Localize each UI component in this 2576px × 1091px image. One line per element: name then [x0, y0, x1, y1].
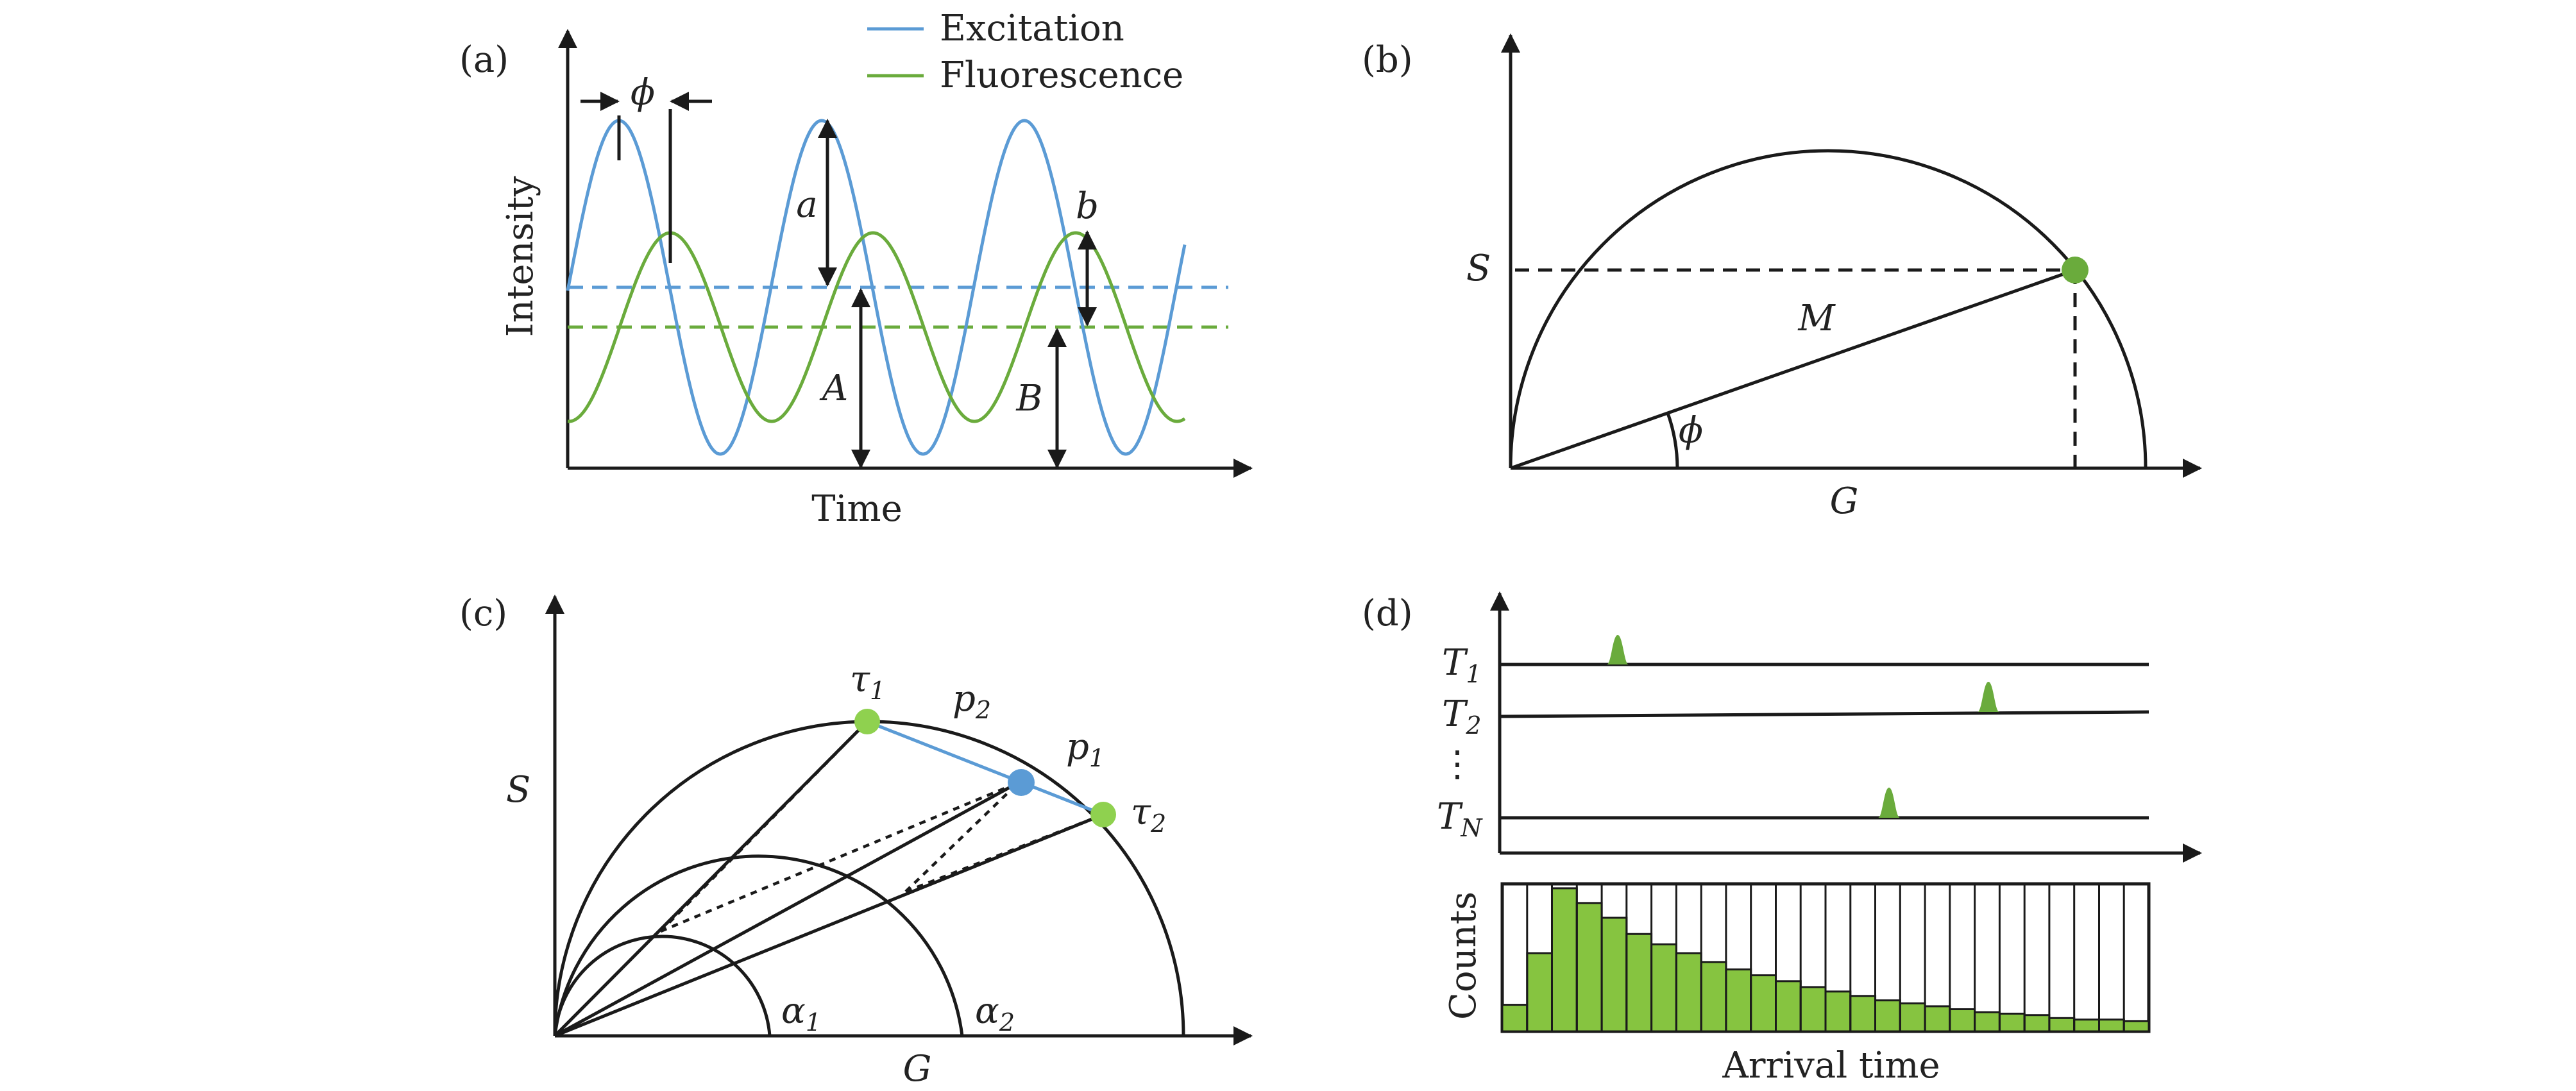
row-t2-line: [1500, 710, 2149, 718]
histogram-bar: [2048, 1017, 2076, 1033]
panel-a: (a) Excitation Fluorescence Time Intensi…: [459, 8, 1253, 530]
mean-B-label: B: [1015, 378, 1042, 419]
panel-a-tag: (a): [459, 39, 509, 81]
histogram-bar: [1675, 952, 1702, 1033]
tau2-label: τ2: [1131, 791, 1166, 838]
phasor-point: [2062, 257, 2089, 283]
panel-c-tag: (c): [459, 593, 507, 634]
row-label-t2: T2: [1442, 693, 1482, 740]
panel-c-y-label: S: [506, 769, 530, 811]
histogram-bars: [1501, 884, 2150, 1033]
histogram-bar: [1501, 1004, 1529, 1033]
histogram-bar: [1849, 995, 1877, 1033]
histogram-bar: [1551, 887, 1578, 1033]
row-label-tn: TN: [1437, 796, 1483, 842]
photon-pulse-tn: [1878, 788, 1900, 818]
histogram-bar: [2123, 1020, 2150, 1033]
histogram-bar: [1526, 952, 1554, 1033]
panel-b-tag: (b): [1362, 39, 1413, 81]
ray-mixture: [554, 781, 1020, 1038]
histogram-bar: [1949, 1008, 1976, 1033]
phase-angle-arc: [1666, 412, 1679, 469]
modulation-label: M: [1797, 298, 1836, 339]
row-label-ellipsis: ⋮: [1439, 743, 1475, 785]
photon-pulse-t1: [1607, 635, 1629, 664]
semicircle-alpha2: [553, 854, 964, 1036]
histogram-bar: [2098, 1019, 2125, 1033]
histogram-bar: [1924, 1005, 1951, 1033]
histogram-bar: [1625, 933, 1653, 1033]
panel-b: (b) M ϕ S G: [1362, 33, 2202, 522]
panel-a-y-label: Intensity: [500, 176, 541, 337]
legend-excitation-label: Excitation: [940, 8, 1124, 49]
histogram-bar: [1799, 986, 1827, 1033]
universal-semicircle: [1509, 149, 2148, 469]
p1-label: p1: [1066, 726, 1105, 772]
semicircle-alpha1: [553, 935, 772, 1036]
panel-c-x-label: G: [903, 1048, 932, 1090]
histogram-bar: [1575, 902, 1603, 1033]
phase-label: ϕ: [631, 72, 655, 114]
histogram-y-label: Counts: [1443, 892, 1484, 1020]
legend-fluorescence-label: Fluorescence: [940, 55, 1183, 96]
mixture-point: [1008, 769, 1035, 796]
histogram-bar: [1750, 974, 1777, 1033]
histogram-bar: [1700, 961, 1727, 1033]
histogram-bar: [1775, 980, 1802, 1033]
panel-d-tag: (d): [1362, 593, 1413, 634]
panel-c: (c) τ1 p2 p1 τ2 α1 α2 S G: [459, 593, 1253, 1090]
p2-label: p2: [953, 678, 991, 724]
dash-alpha2-tau2: [905, 813, 1104, 893]
histogram-bar: [1874, 999, 1901, 1033]
panel-b-y-label: S: [1466, 248, 1491, 289]
alpha1-label: α1: [781, 990, 821, 1036]
panel-d: (d) T1 T2 ⋮ TN Counts Arrival time: [1362, 591, 2202, 1087]
histogram-bar: [1824, 990, 1852, 1033]
amplitude-b-label: b: [1076, 185, 1099, 227]
histogram-bar: [1600, 917, 1628, 1033]
dash-alpha2-mixture: [904, 781, 1020, 893]
ray-tau1: [554, 720, 869, 1037]
alpha2-label: α2: [975, 990, 1015, 1036]
histogram-bar: [1974, 1011, 2001, 1033]
component-segment: [867, 720, 1104, 816]
panel-b-x-label: G: [1830, 480, 1859, 522]
photon-pulse-t2: [1978, 682, 1999, 712]
dash-alpha1-tau1: [659, 720, 869, 933]
tau1-point: [854, 709, 880, 734]
mean-A-label: A: [819, 368, 848, 409]
histogram-x-label: Arrival time: [1722, 1045, 1940, 1087]
histogram-bar: [2073, 1019, 2100, 1033]
panel-b-phase-label: ϕ: [1679, 410, 1703, 452]
modulation-vector: [1510, 268, 2076, 470]
row-label-t1: T1: [1442, 642, 1482, 688]
histogram-bar: [2023, 1014, 2051, 1033]
histogram-bar: [1650, 943, 1677, 1033]
amplitude-a-label: a: [796, 184, 817, 226]
histogram-bar: [1725, 968, 1752, 1033]
dash-alpha1-mixture: [660, 781, 1019, 933]
histogram-bar: [1998, 1012, 2026, 1033]
tau2-point: [1090, 802, 1116, 827]
histogram-bar: [1899, 1002, 1926, 1033]
tau1-label: τ1: [850, 659, 885, 705]
panel-a-x-label: Time: [811, 488, 902, 530]
